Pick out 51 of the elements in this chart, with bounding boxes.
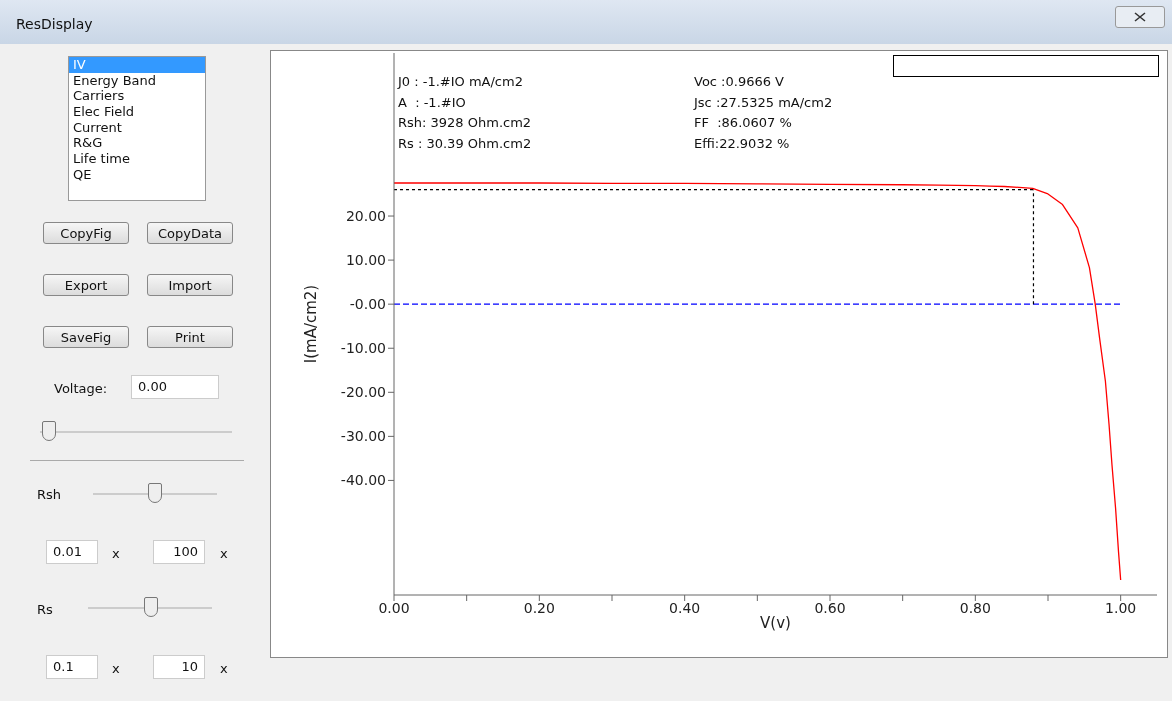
text: Export [43, 274, 129, 296]
annotation: Jsc :27.5325 mA/cm2 [694, 94, 833, 110]
annotation: Effi:22.9032 % [694, 135, 790, 151]
text: 0.00 [131, 375, 219, 399]
text: Import [147, 274, 233, 296]
y-tick-label: -0.00 [349, 296, 386, 313]
annotation: Rsh: 3928 Ohm.cm2 [398, 115, 532, 130]
annotation: Rs : 30.39 Ohm.cm2 [398, 135, 532, 151]
text: R&G [72, 135, 104, 152]
y-tick-label: 20.00 [345, 208, 386, 225]
y-tick-label: -30.00 [340, 428, 386, 445]
text: CopyData [147, 222, 233, 244]
y-tick-label: -20.00 [340, 384, 386, 401]
annotation: Voc :0.9666 V [694, 74, 785, 89]
x-tick-label: 0.00 [378, 599, 410, 616]
text: Rs [37, 602, 53, 617]
x-tick-label: 0.80 [959, 599, 991, 616]
text: Current [72, 119, 123, 136]
text: x [220, 546, 228, 561]
annotation: A : -1.#IO [398, 94, 466, 110]
text: x [112, 546, 120, 561]
x-axis-title: V(v) [760, 613, 791, 632]
text: ResDisplay [16, 16, 93, 32]
x-tick-label: 0.40 [669, 599, 701, 616]
text: x [112, 661, 120, 676]
text: Carriers [72, 88, 126, 105]
y-tick-label: 10.00 [345, 252, 386, 269]
text: 100 [153, 540, 205, 564]
x-tick-label: 0.60 [814, 599, 846, 616]
text: Elec Field [72, 104, 136, 120]
y-tick-label: -40.00 [340, 472, 386, 489]
text: x [220, 661, 228, 676]
text: Rsh [37, 487, 62, 502]
x-tick-label: 1.00 [1105, 599, 1137, 616]
text: 0.1 [46, 655, 98, 679]
annotation: J0 : -1.#IO mA/cm2 [398, 74, 523, 89]
x-tick-label: 0.20 [523, 599, 555, 616]
y-tick-label: -10.00 [340, 340, 386, 357]
text: Print [147, 326, 233, 348]
text: QE [72, 166, 93, 183]
text: CopyFig [43, 222, 129, 244]
text: Life time [72, 151, 131, 167]
text: 0.01 [46, 540, 98, 564]
text: 10 [153, 655, 205, 679]
y-axis-title: I(mA/cm2) [302, 284, 321, 364]
line-series [394, 182, 1122, 581]
text: SaveFig [43, 326, 129, 348]
text: IV [69, 57, 205, 73]
text: Voltage: [54, 381, 108, 396]
annotation: FF :86.0607 % [694, 115, 792, 130]
text: Energy Band [72, 72, 158, 89]
